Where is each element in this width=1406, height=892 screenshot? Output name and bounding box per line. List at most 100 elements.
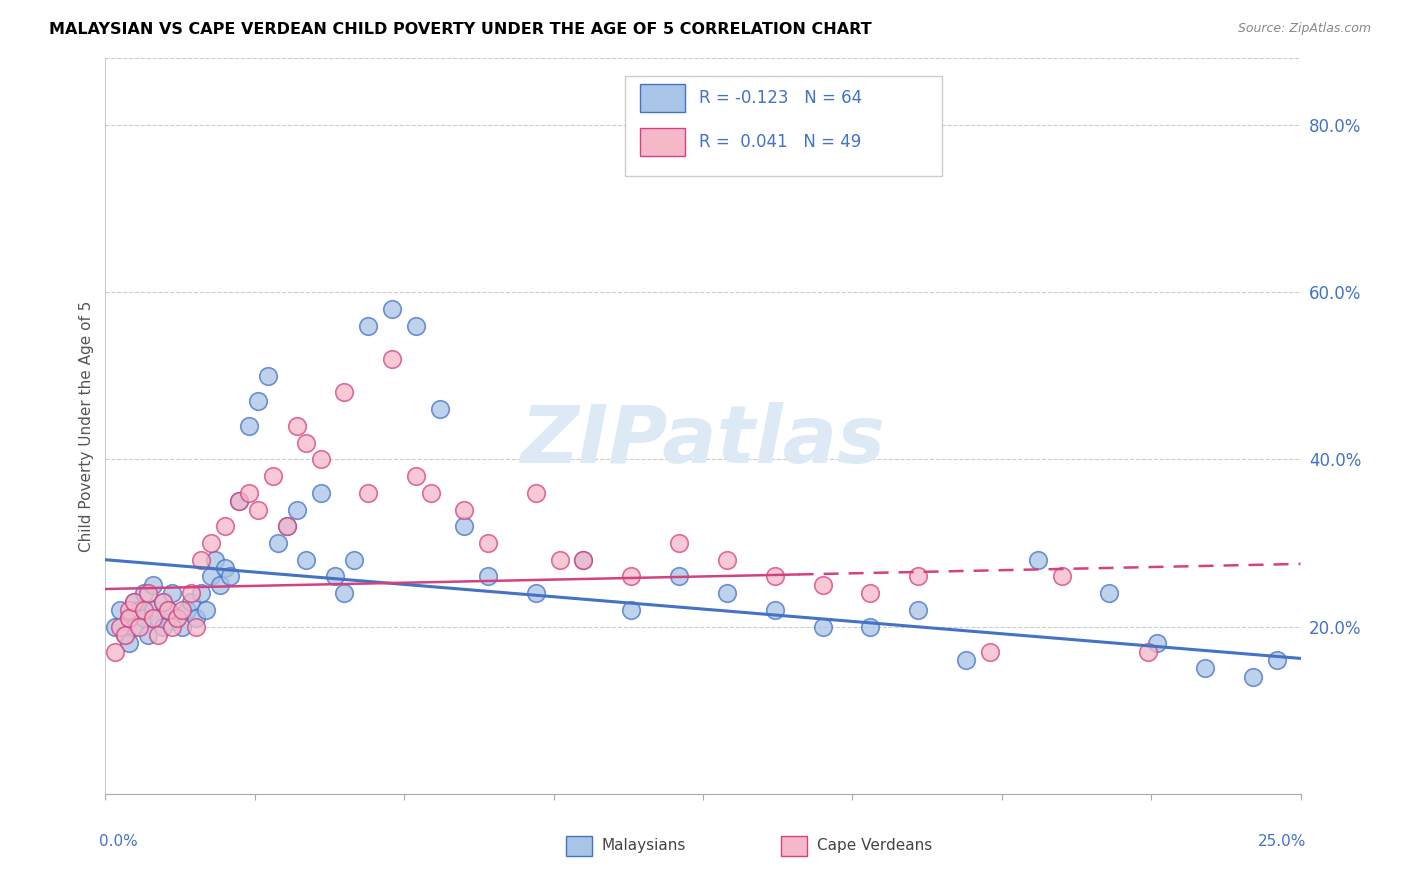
Point: [180, 586, 202, 600]
Point: [763, 569, 786, 583]
Point: [548, 552, 571, 567]
Point: [620, 603, 643, 617]
Point: [122, 594, 145, 608]
Point: [295, 435, 318, 450]
Point: [979, 645, 1001, 659]
Point: [716, 586, 738, 600]
Point: [122, 619, 145, 633]
Point: [108, 603, 131, 617]
Point: [156, 603, 179, 617]
Point: [524, 485, 547, 500]
Point: [1026, 552, 1049, 567]
Point: [152, 594, 174, 608]
Text: MALAYSIAN VS CAPE VERDEAN CHILD POVERTY UNDER THE AGE OF 5 CORRELATION CHART: MALAYSIAN VS CAPE VERDEAN CHILD POVERTY …: [49, 22, 872, 37]
Point: [357, 318, 380, 333]
Point: [668, 536, 690, 550]
Point: [285, 418, 308, 433]
Point: [907, 603, 929, 617]
Point: [309, 485, 332, 500]
Point: [405, 318, 427, 333]
Point: [209, 578, 232, 592]
Point: [295, 552, 318, 567]
Text: Cape Verdeans: Cape Verdeans: [817, 838, 932, 853]
Text: Source: ZipAtlas.com: Source: ZipAtlas.com: [1237, 22, 1371, 36]
Point: [811, 578, 834, 592]
Text: 25.0%: 25.0%: [1258, 834, 1306, 849]
Point: [333, 385, 356, 400]
Point: [1098, 586, 1121, 600]
Point: [186, 619, 208, 633]
Point: [132, 586, 155, 600]
Point: [323, 569, 346, 583]
Point: [156, 603, 179, 617]
Point: [811, 619, 834, 633]
Point: [343, 552, 366, 567]
Point: [238, 418, 260, 433]
Point: [1146, 636, 1168, 650]
FancyBboxPatch shape: [626, 77, 942, 176]
Point: [146, 628, 169, 642]
Point: [200, 569, 222, 583]
Point: [218, 569, 240, 583]
Point: [276, 519, 298, 533]
Text: 0.0%: 0.0%: [100, 834, 138, 849]
Point: [118, 636, 141, 650]
Point: [1050, 569, 1073, 583]
Point: [146, 611, 169, 625]
Point: [1136, 645, 1159, 659]
Point: [108, 619, 131, 633]
Point: [142, 578, 165, 592]
Point: [1265, 653, 1288, 667]
Point: [572, 552, 595, 567]
Point: [166, 611, 188, 625]
Point: [132, 611, 155, 625]
Point: [128, 603, 150, 617]
Point: [138, 586, 160, 600]
Text: R =  0.041   N = 49: R = 0.041 N = 49: [699, 133, 862, 151]
Point: [228, 494, 250, 508]
Point: [276, 519, 298, 533]
Point: [228, 494, 250, 508]
Point: [262, 469, 284, 483]
Point: [859, 619, 882, 633]
Point: [429, 402, 451, 417]
Bar: [640, 84, 685, 112]
Point: [190, 586, 212, 600]
Point: [142, 611, 165, 625]
Point: [162, 619, 184, 633]
Y-axis label: Child Poverty Under the Age of 5: Child Poverty Under the Age of 5: [79, 301, 94, 551]
Point: [955, 653, 977, 667]
Point: [128, 619, 150, 633]
Point: [381, 301, 404, 316]
Bar: [640, 128, 685, 156]
Text: Malaysians: Malaysians: [602, 838, 686, 853]
Point: [204, 552, 226, 567]
Point: [132, 603, 155, 617]
Point: [285, 502, 308, 516]
Point: [266, 536, 288, 550]
Point: [138, 628, 160, 642]
Point: [176, 603, 198, 617]
Point: [186, 611, 208, 625]
Point: [381, 351, 404, 366]
Point: [194, 603, 217, 617]
Point: [238, 485, 260, 500]
Point: [763, 603, 786, 617]
Point: [357, 485, 380, 500]
Point: [166, 611, 188, 625]
Point: [247, 502, 270, 516]
Point: [142, 603, 165, 617]
Point: [247, 393, 270, 408]
Point: [118, 611, 141, 625]
Point: [333, 586, 356, 600]
Point: [620, 569, 643, 583]
Point: [152, 594, 174, 608]
Text: R = -0.123   N = 64: R = -0.123 N = 64: [699, 88, 862, 107]
Point: [572, 552, 595, 567]
Text: ZIPatlas: ZIPatlas: [520, 401, 886, 480]
Point: [907, 569, 929, 583]
Point: [180, 594, 202, 608]
Point: [405, 469, 427, 483]
Point: [104, 645, 127, 659]
Point: [524, 586, 547, 600]
